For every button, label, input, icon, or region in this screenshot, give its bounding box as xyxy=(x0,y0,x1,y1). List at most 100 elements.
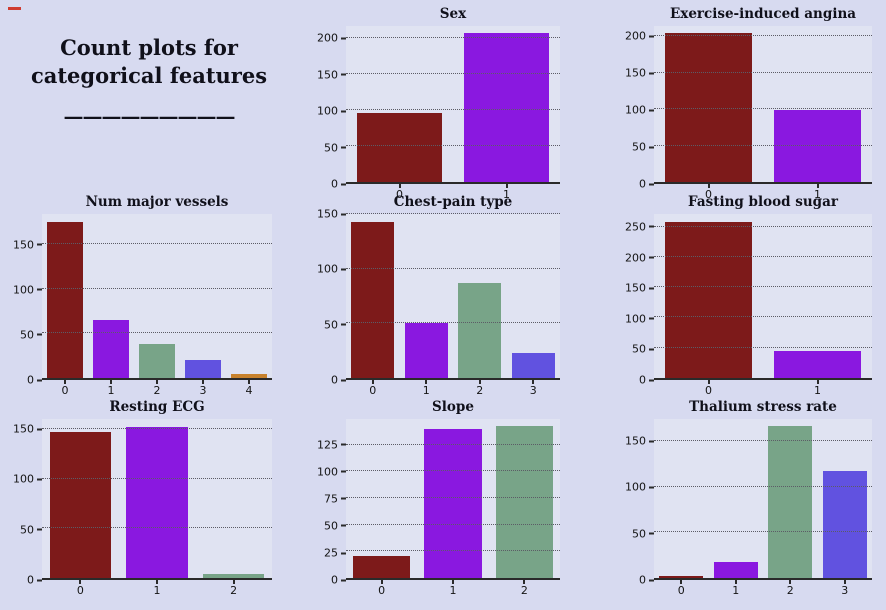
figure-title-line2: categorical features xyxy=(30,63,268,88)
y-tick-label: 200 xyxy=(625,31,654,42)
bar-chest-pain-type-0 xyxy=(351,221,395,378)
plot-area xyxy=(346,213,561,380)
y-tick-mark xyxy=(341,213,346,216)
y-tick-label: 150 xyxy=(625,436,654,447)
y-tick-mark xyxy=(341,579,346,581)
bar-slot xyxy=(763,26,872,182)
y-tick-mark xyxy=(37,379,42,381)
bar-exercise-induced-angina-1 xyxy=(773,109,862,182)
x-tick-label: 2 xyxy=(489,580,560,598)
x-tick-label: 0 xyxy=(346,580,417,598)
bar-thalium-stress-rate-0 xyxy=(659,576,704,578)
y-tick-label: 150 xyxy=(625,68,654,79)
x-tick-label: 0 xyxy=(346,380,400,398)
bar-slot xyxy=(180,214,226,378)
plot-area xyxy=(42,419,272,580)
y-tick-value: 100 xyxy=(317,262,338,276)
y-tick-label: 0 xyxy=(331,375,346,386)
y-tick-value: 50 xyxy=(324,519,338,533)
y-tick-mark xyxy=(341,73,346,76)
bar-slot xyxy=(763,419,818,578)
x-tick-label: 2 xyxy=(453,380,507,398)
y-tick-value: 0 xyxy=(27,573,34,587)
bar-slot xyxy=(489,419,560,578)
y-tick-mark xyxy=(649,579,654,581)
bar-slot xyxy=(88,214,134,378)
y-tick-label: 0 xyxy=(27,575,42,586)
y-tick-label: 0 xyxy=(331,575,346,586)
bar-sex-0 xyxy=(356,113,443,182)
y-tick-value: 100 xyxy=(317,465,338,479)
y-tick-value: 150 xyxy=(625,66,646,80)
y-tick-mark xyxy=(341,552,346,554)
y-tick-mark xyxy=(341,268,346,271)
y-tick-mark xyxy=(37,579,42,581)
y-tick-value: 75 xyxy=(324,492,338,506)
bar-slot xyxy=(763,214,872,378)
x-tick-label: 3 xyxy=(507,380,561,398)
y-axis: 0 50 100 150 200 250 xyxy=(614,214,654,386)
x-tick-label: 0 xyxy=(654,580,709,598)
y-tick-mark xyxy=(649,146,654,149)
subplot-title: Exercise-induced angina xyxy=(669,6,857,22)
y-tick-value: 150 xyxy=(317,207,338,221)
y-tick-mark xyxy=(37,528,42,531)
y-tick-label: 50 xyxy=(632,344,654,355)
bar-slot xyxy=(417,419,488,578)
y-tick-mark xyxy=(341,524,346,527)
y-tick-mark xyxy=(341,146,346,149)
y-tick-label: 100 xyxy=(625,313,654,324)
bar-slot xyxy=(134,214,180,378)
y-tick-label: 75 xyxy=(324,493,346,504)
bar-num-major-vessels-1 xyxy=(92,320,130,378)
y-tick-mark xyxy=(649,183,654,185)
y-tick-value: 50 xyxy=(324,141,338,155)
y-tick-label: 100 xyxy=(625,105,654,116)
y-axis: 0 50 100 150 xyxy=(614,419,654,586)
x-tick-label: 1 xyxy=(763,380,872,398)
bar-slot xyxy=(346,26,453,182)
y-tick-value: 100 xyxy=(625,103,646,117)
x-tick-label: 2 xyxy=(195,580,272,598)
y-tick-value: 0 xyxy=(639,177,646,191)
y-tick-value: 200 xyxy=(625,251,646,264)
x-tick-label: 2 xyxy=(763,580,818,598)
bar-slot xyxy=(453,26,560,182)
y-tick-mark xyxy=(341,183,346,185)
bar-slot xyxy=(818,419,873,578)
stray-red-mark xyxy=(8,7,21,10)
y-tick-mark xyxy=(649,72,654,75)
bar-thalium-stress-rate-2 xyxy=(768,426,813,578)
y-tick-value: 100 xyxy=(13,472,34,486)
bar-slope-2 xyxy=(495,426,553,578)
bar-slot xyxy=(507,214,561,378)
y-tick-value: 0 xyxy=(639,573,646,587)
y-tick-label: 200 xyxy=(625,252,654,263)
x-tick-label: 1 xyxy=(417,580,488,598)
bar-num-major-vessels-0 xyxy=(46,222,84,378)
y-tick-value: 50 xyxy=(632,342,646,356)
y-axis: 0 50 100 150 200 xyxy=(614,26,654,190)
y-tick-label: 50 xyxy=(324,142,346,153)
y-tick-value: 50 xyxy=(632,140,646,154)
y-tick-label: 0 xyxy=(639,575,654,586)
plot-area xyxy=(346,419,560,580)
x-tick-label: 1 xyxy=(88,380,134,398)
y-tick-label: 0 xyxy=(331,179,346,190)
y-tick-value: 100 xyxy=(13,283,34,297)
x-tick-label: 1 xyxy=(400,380,454,398)
bar-thalium-stress-rate-1 xyxy=(713,561,758,578)
bar-slot xyxy=(119,419,196,578)
y-tick-label: 50 xyxy=(632,528,654,539)
bar-slot xyxy=(453,214,507,378)
bar-chest-pain-type-3 xyxy=(511,352,555,378)
y-axis: 0 50 100 150 xyxy=(2,419,42,586)
y-tick-mark xyxy=(341,443,346,446)
